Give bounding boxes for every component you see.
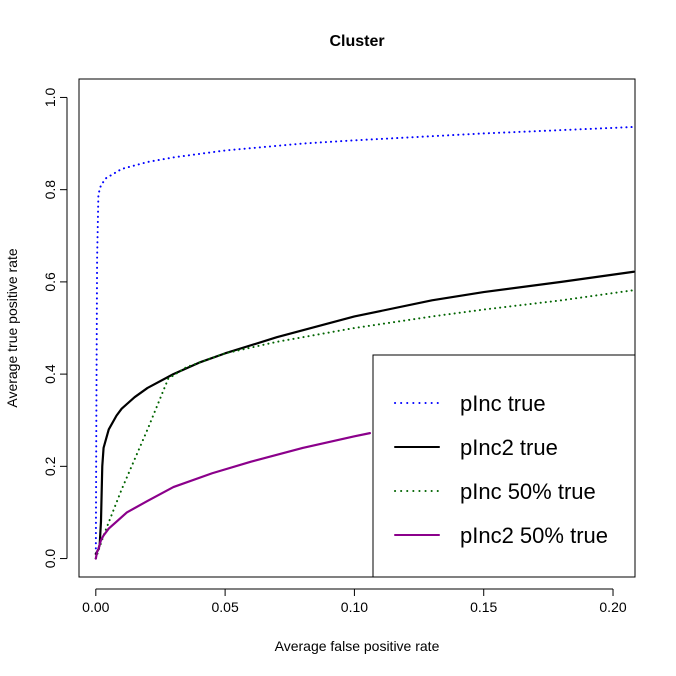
x-tick-label: 0.15	[470, 599, 497, 615]
y-tick-label: 1.0	[42, 88, 58, 108]
legend-item-pinc2-true: pInc2 true	[394, 435, 558, 460]
y-tick-label: 0.8	[42, 180, 58, 200]
plot-lines	[94, 125, 635, 560]
series-line-pinc2-true	[94, 270, 635, 556]
legend-item-pinc-50pct-true: pInc 50% true	[394, 479, 596, 504]
legend-label: pInc2 50% true	[460, 523, 608, 548]
series-line-pinc2-50pct-true	[94, 432, 372, 560]
x-tick-label: 0.10	[341, 599, 368, 615]
y-tick-label: 0.0	[42, 549, 58, 569]
legend-box	[372, 354, 636, 578]
legend-item-pinc-true: pInc true	[394, 391, 546, 416]
x-tick-label: 0.20	[599, 599, 626, 615]
legend-item-pinc2-50pct-true: pInc2 50% true	[394, 523, 608, 548]
legend-label: pInc 50% true	[460, 479, 596, 504]
axes: 0.00 0.05 0.10 0.15 0.20 0.0 0.2 0.4 0.6 0.8 1.0	[42, 88, 627, 615]
x-tick-label: 0.05	[211, 599, 238, 615]
plot-frame	[78, 78, 636, 578]
series-line-pinc-true	[94, 125, 635, 560]
y-tick-label: 0.4	[42, 364, 58, 384]
y-axis-label: Average true positive rate	[4, 248, 20, 407]
x-tick-label: 0.00	[82, 599, 109, 615]
y-tick-label: 0.6	[42, 272, 58, 292]
x-axis-label: Average false positive rate	[275, 638, 440, 654]
legend-label: pInc2 true	[460, 435, 558, 460]
legend: pInc true pInc2 true pInc 50% true pInc2 50…	[372, 354, 636, 578]
legend-label: pInc true	[460, 391, 546, 416]
chart-title: Cluster	[329, 33, 384, 50]
y-tick-label: 0.2	[42, 456, 58, 476]
